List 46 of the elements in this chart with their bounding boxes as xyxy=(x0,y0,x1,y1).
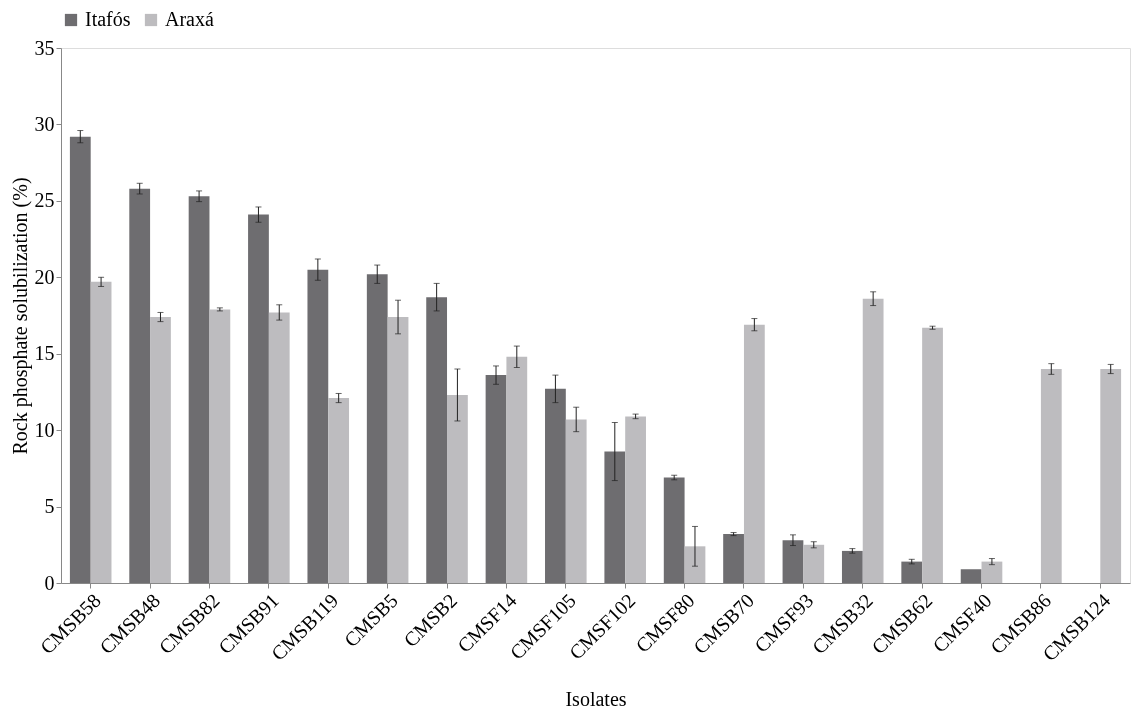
bar xyxy=(426,297,448,583)
bar xyxy=(307,269,329,583)
bar xyxy=(960,569,982,583)
y-tick-label: 5 xyxy=(44,495,55,518)
bar xyxy=(1100,369,1122,583)
bar xyxy=(248,214,269,583)
y-tick-label: 35 xyxy=(34,36,55,59)
legend-label: Araxá xyxy=(165,8,214,30)
bar xyxy=(684,546,706,583)
bar xyxy=(188,196,210,583)
bar xyxy=(782,540,804,583)
bar xyxy=(447,394,468,583)
bar xyxy=(545,388,566,583)
bar xyxy=(625,416,646,583)
bar xyxy=(485,375,507,583)
bar xyxy=(743,324,765,583)
y-tick-label: 10 xyxy=(34,418,55,441)
bar xyxy=(209,309,231,583)
y-tick-label: 25 xyxy=(34,189,55,212)
y-tick-label: 15 xyxy=(34,342,55,365)
bar xyxy=(506,356,528,583)
bar xyxy=(387,317,409,583)
bar xyxy=(723,534,744,583)
bar xyxy=(901,561,923,583)
bar xyxy=(604,451,626,583)
bar xyxy=(841,550,863,583)
bar xyxy=(268,312,290,583)
bar xyxy=(981,561,1003,583)
bar xyxy=(328,398,350,583)
bar xyxy=(922,327,943,583)
bar xyxy=(366,274,388,583)
bar xyxy=(1040,369,1062,583)
bar xyxy=(862,298,884,583)
y-tick-label: 0 xyxy=(44,571,55,594)
y-axis-title: Rock phosphate solubilization (%) xyxy=(8,177,32,455)
x-axis-title: Isolates xyxy=(565,688,627,711)
bar xyxy=(90,281,112,583)
bar xyxy=(663,477,685,583)
bar xyxy=(150,317,171,583)
y-tick-label: 20 xyxy=(34,265,55,288)
bar xyxy=(565,419,587,583)
y-tick-label: 30 xyxy=(34,112,55,135)
bar xyxy=(803,544,825,583)
legend-label: Itafós xyxy=(85,8,131,30)
bar xyxy=(69,136,91,583)
bar xyxy=(129,188,151,583)
